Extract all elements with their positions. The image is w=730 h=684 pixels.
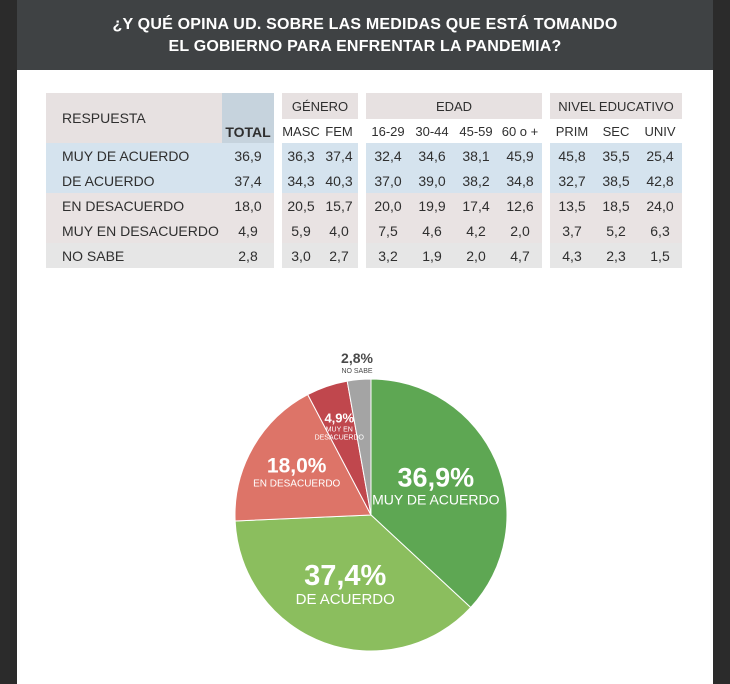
- pie-pct-muy-en-desacuerdo: 4,9%: [324, 410, 354, 425]
- frame-right: [713, 0, 730, 684]
- col-prim: PRIM: [555, 123, 589, 139]
- title-line-1: ¿Y QUÉ OPINA UD. SOBRE LAS MEDIDAS QUE E…: [112, 16, 618, 33]
- value-cell: 1,5: [638, 243, 682, 268]
- value-cell: 4,0: [320, 218, 358, 243]
- table-row: MUY EN DESACUERDO 4,9 5,9 4,0 7,5 4,6 4,2 2,0 3,…: [46, 218, 682, 243]
- row-label: DE ACUERDO: [46, 168, 222, 193]
- value-cell: 19,9: [410, 193, 454, 218]
- total-header: TOTAL: [222, 93, 274, 143]
- pie-pct-de-acuerdo: 37,4%: [304, 560, 386, 592]
- genero-header: GÉNERO: [282, 93, 358, 119]
- value-cell: 6,3: [638, 218, 682, 243]
- value-cell: 45,8: [550, 143, 594, 168]
- pie-pct-muy-de-acuerdo: 36,9%: [398, 463, 475, 493]
- table-body: MUY DE ACUERDO 36,9 36,3 37,4 32,4 34,6 38,1 45…: [46, 143, 682, 268]
- value-cell: 5,9: [282, 218, 320, 243]
- page: ¿Y QUÉ OPINA UD. SOBRE LAS MEDIDAS QUE E…: [17, 0, 713, 684]
- pie-label-muy-de-acuerdo: MUY DE ACUERDO: [372, 492, 499, 508]
- value-cell: 4,3: [550, 243, 594, 268]
- value-cell: 3,0: [282, 243, 320, 268]
- total-cell: 18,0: [222, 193, 274, 218]
- value-cell: 18,5: [594, 193, 638, 218]
- col-sec: SEC: [602, 123, 630, 139]
- value-cell: 20,0: [366, 193, 410, 218]
- table-row: EN DESACUERDO 18,0 20,5 15,7 20,0 19,9 17,4 12,…: [46, 193, 682, 218]
- value-cell: 34,8: [498, 168, 542, 193]
- value-cell: 38,2: [454, 168, 498, 193]
- value-cell: 34,3: [282, 168, 320, 193]
- col-30-44: 30-44: [415, 123, 449, 139]
- pie-slice-muy-de-acuerdo: [370, 378, 508, 609]
- value-cell: 45,9: [498, 143, 542, 168]
- pie-label-no-sabe: NO SABE: [341, 368, 372, 375]
- value-cell: 4,6: [410, 218, 454, 243]
- results-table: RESPUESTA TOTAL GÉNERO EDAD NIVEL EDUCAT…: [46, 93, 682, 268]
- value-cell: 4,2: [454, 218, 498, 243]
- title-line-2: EL GOBIERNO PARA ENFRENTAR LA PANDEMIA?: [168, 38, 562, 55]
- col-16-29: 16-29: [371, 123, 405, 139]
- value-cell: 35,5: [594, 143, 638, 168]
- value-cell: 39,0: [410, 168, 454, 193]
- total-cell: 2,8: [222, 243, 274, 268]
- col-univ: UNIV: [644, 123, 676, 139]
- row-label: MUY EN DESACUERDO: [46, 218, 222, 243]
- value-cell: 2,0: [498, 218, 542, 243]
- row-label: NO SABE: [46, 243, 222, 268]
- respuesta-header: RESPUESTA: [46, 93, 222, 143]
- pie-label-muy-en-desacuerdo-line1: MUY EN: [326, 426, 353, 433]
- value-cell: 37,0: [366, 168, 410, 193]
- value-cell: 4,7: [498, 243, 542, 268]
- pie-pct-no-sabe: 2,8%: [341, 350, 373, 366]
- pie-slice-no-sabe: [346, 378, 372, 516]
- pie-pct-en-desacuerdo: 18,0%: [267, 454, 327, 477]
- pie-chart: 36,9%MUY DE ACUERDO 37,4%DE ACUERDO 18,0%E…: [234, 350, 508, 652]
- edad-header: EDAD: [366, 93, 542, 119]
- table-row: DE ACUERDO 37,4 34,3 40,3 37,0 39,0 38,2 34,8 32…: [46, 168, 682, 193]
- value-cell: 38,1: [454, 143, 498, 168]
- pie-chart-area: 36,9% MUY DE ACUERDO 37,4% DE ACUERDO 18,0% E…: [17, 340, 713, 684]
- frame-left: [0, 0, 17, 684]
- value-cell: 17,4: [454, 193, 498, 218]
- col-masc: MASC: [282, 123, 320, 139]
- value-cell: 24,0: [638, 193, 682, 218]
- value-cell: 1,9: [410, 243, 454, 268]
- value-cell: 25,4: [638, 143, 682, 168]
- value-cell: 15,7: [320, 193, 358, 218]
- nivel-educativo-header: NIVEL EDUCATIVO: [550, 93, 682, 119]
- table-row: MUY DE ACUERDO 36,9 36,3 37,4 32,4 34,6 38,1 45…: [46, 143, 682, 168]
- total-cell: 4,9: [222, 218, 274, 243]
- pie-slice-en-desacuerdo: [234, 393, 372, 522]
- pie-label-de-acuerdo: DE ACUERDO: [296, 591, 395, 608]
- value-cell: 32,4: [366, 143, 410, 168]
- pie-label-en-desacuerdo: EN DESACUERDO: [253, 478, 340, 489]
- value-cell: 13,5: [550, 193, 594, 218]
- title-banner: ¿Y QUÉ OPINA UD. SOBRE LAS MEDIDAS QUE E…: [17, 0, 713, 70]
- value-cell: 2,0: [454, 243, 498, 268]
- table-row: NO SABE 2,8 3,0 2,7 3,2 1,9 2,0 4,7 4,3 2,3 1,5: [46, 243, 682, 268]
- value-cell: 34,6: [410, 143, 454, 168]
- value-cell: 37,4: [320, 143, 358, 168]
- row-label: MUY DE ACUERDO: [46, 143, 222, 168]
- value-cell: 32,7: [550, 168, 594, 193]
- value-cell: 3,2: [366, 243, 410, 268]
- value-cell: 36,3: [282, 143, 320, 168]
- value-cell: 40,3: [320, 168, 358, 193]
- value-cell: 38,5: [594, 168, 638, 193]
- value-cell: 2,7: [320, 243, 358, 268]
- row-label: EN DESACUERDO: [46, 193, 222, 218]
- col-45-59: 45-59: [459, 123, 493, 139]
- value-cell: 2,3: [594, 243, 638, 268]
- value-cell: 12,6: [498, 193, 542, 218]
- value-cell: 5,2: [594, 218, 638, 243]
- total-cell: 37,4: [222, 168, 274, 193]
- pie-label-muy-en-desacuerdo-line2: DESACUERDO: [315, 434, 365, 441]
- total-cell: 36,9: [222, 143, 274, 168]
- value-cell: 20,5: [282, 193, 320, 218]
- value-cell: 7,5: [366, 218, 410, 243]
- value-cell: 3,7: [550, 218, 594, 243]
- pie-slice-de-acuerdo: [234, 514, 472, 652]
- col-60-plus: 60 o +: [501, 123, 539, 139]
- value-cell: 42,8: [638, 168, 682, 193]
- col-fem: FEM: [325, 123, 353, 139]
